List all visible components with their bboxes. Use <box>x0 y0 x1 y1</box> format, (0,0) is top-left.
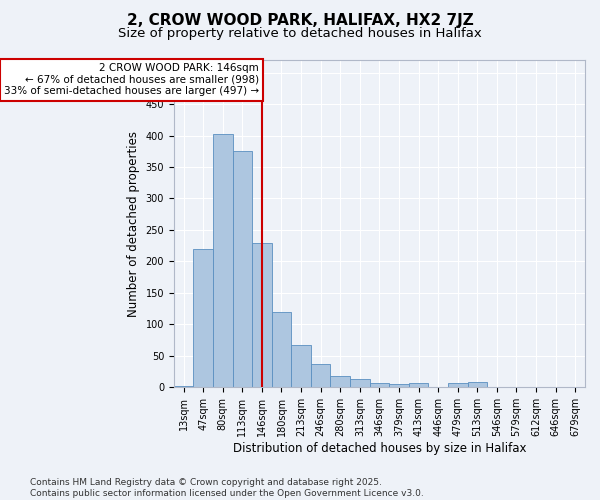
Bar <box>174 386 193 388</box>
Bar <box>193 249 213 388</box>
Bar <box>506 386 526 388</box>
Bar <box>467 382 487 388</box>
Text: 2, CROW WOOD PARK, HALIFAX, HX2 7JZ: 2, CROW WOOD PARK, HALIFAX, HX2 7JZ <box>127 12 473 28</box>
Text: Contains HM Land Registry data © Crown copyright and database right 2025.
Contai: Contains HM Land Registry data © Crown c… <box>30 478 424 498</box>
Bar <box>487 386 506 388</box>
Bar <box>409 383 428 388</box>
Bar <box>448 383 467 388</box>
Bar <box>565 386 585 388</box>
Bar <box>526 386 546 388</box>
Text: 2 CROW WOOD PARK: 146sqm
← 67% of detached houses are smaller (998)
33% of semi-: 2 CROW WOOD PARK: 146sqm ← 67% of detach… <box>4 63 259 96</box>
Bar <box>331 376 350 388</box>
Bar <box>213 134 233 388</box>
Bar <box>350 379 370 388</box>
Y-axis label: Number of detached properties: Number of detached properties <box>127 130 140 316</box>
Bar <box>233 152 252 388</box>
Bar <box>272 312 291 388</box>
Bar <box>370 383 389 388</box>
Bar <box>291 344 311 388</box>
Bar <box>389 384 409 388</box>
Text: Size of property relative to detached houses in Halifax: Size of property relative to detached ho… <box>118 28 482 40</box>
Bar <box>546 386 565 388</box>
Bar <box>252 242 272 388</box>
Bar <box>311 364 331 388</box>
X-axis label: Distribution of detached houses by size in Halifax: Distribution of detached houses by size … <box>233 442 526 455</box>
Bar <box>428 386 448 388</box>
